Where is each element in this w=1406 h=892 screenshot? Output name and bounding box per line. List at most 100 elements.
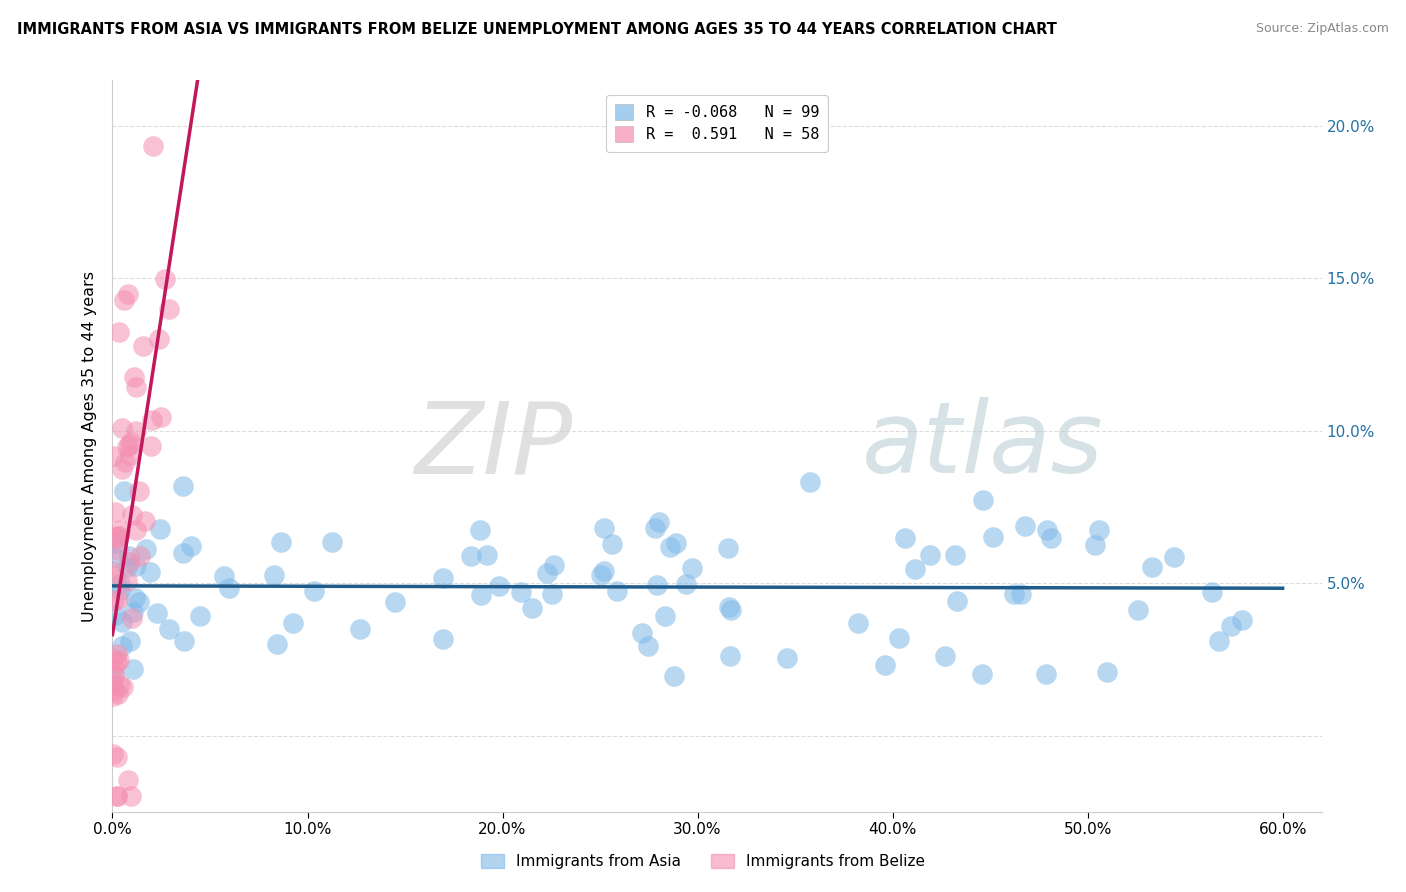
Point (972, 493, 994, 508)
Point (718, 599, 741, 614)
Text: ZIP: ZIP (413, 398, 572, 494)
Point (172, 479, 194, 493)
Point (470, 588, 492, 602)
Point (972, 667, 994, 681)
Point (1201, 585, 1223, 599)
Point (103, 651, 125, 665)
Point (321, 535, 343, 549)
Point (432, 632, 454, 647)
Point (153, 271, 176, 285)
Point (117, 772, 139, 787)
Point (943, 548, 966, 562)
Point (675, 576, 697, 591)
Point (111, 639, 134, 653)
Point (125, 524, 148, 538)
Point (120, 789, 142, 804)
Point (121, 605, 143, 619)
Point (111, 421, 134, 435)
Point (848, 615, 870, 630)
Point (384, 595, 406, 609)
Point (103, 668, 125, 682)
Point (1036, 524, 1059, 538)
Point (1087, 523, 1109, 537)
Point (904, 561, 927, 575)
Point (1095, 665, 1118, 680)
Point (125, 558, 148, 573)
Point (1083, 539, 1105, 553)
Point (637, 639, 659, 653)
Point (266, 637, 288, 651)
Point (128, 483, 150, 498)
Point (648, 515, 671, 529)
Point (104, 608, 127, 623)
Text: IMMIGRANTS FROM ASIA VS IMMIGRANTS FROM BELIZE UNEMPLOYMENT AMONG AGES 35 TO 44 : IMMIGRANTS FROM ASIA VS IMMIGRANTS FROM … (17, 22, 1057, 37)
Point (488, 579, 510, 593)
Point (654, 608, 676, 623)
Point (118, 549, 141, 563)
Point (120, 555, 142, 569)
Point (887, 632, 910, 646)
Point (149, 522, 172, 536)
Point (105, 529, 128, 543)
Point (103, 449, 125, 463)
Point (141, 439, 163, 453)
Point (720, 603, 742, 617)
Point (631, 625, 654, 640)
Point (124, 379, 146, 393)
Point (108, 678, 131, 692)
Point (128, 595, 150, 609)
Point (212, 569, 235, 583)
Point (644, 521, 666, 535)
Point (103, 564, 125, 578)
Point (592, 564, 614, 578)
Point (894, 531, 917, 545)
Point (132, 339, 155, 353)
Point (145, 606, 167, 620)
Text: atlas: atlas (862, 398, 1104, 494)
Point (139, 565, 162, 579)
Point (115, 574, 138, 588)
Legend: Immigrants from Asia, Immigrants from Belize: Immigrants from Asia, Immigrants from Be… (474, 848, 932, 875)
Point (105, 531, 128, 545)
Point (105, 789, 128, 804)
Point (108, 582, 131, 597)
Point (150, 409, 173, 424)
Point (135, 541, 157, 556)
Point (270, 535, 292, 549)
Point (218, 581, 240, 595)
Point (125, 424, 148, 438)
Point (105, 750, 128, 764)
Point (121, 508, 143, 523)
Point (105, 789, 128, 804)
Point (432, 571, 454, 585)
Point (717, 541, 740, 556)
Point (107, 529, 129, 543)
Point (157, 302, 180, 317)
Point (520, 600, 543, 615)
Point (108, 652, 131, 666)
Point (148, 332, 170, 346)
Point (111, 615, 134, 629)
Point (114, 455, 136, 469)
Point (103, 678, 125, 692)
Point (120, 448, 142, 462)
Point (121, 610, 143, 624)
Point (134, 514, 156, 528)
Point (1035, 666, 1057, 681)
Point (105, 655, 128, 669)
Point (776, 650, 799, 665)
Point (112, 484, 135, 499)
Point (103, 682, 125, 697)
Point (103, 661, 125, 675)
Point (108, 523, 131, 537)
Point (122, 370, 145, 384)
Point (111, 681, 134, 695)
Point (541, 587, 564, 601)
Point (799, 475, 821, 489)
Point (875, 657, 897, 672)
Point (103, 594, 125, 608)
Point (120, 435, 142, 450)
Point (981, 530, 1004, 544)
Point (112, 293, 135, 307)
Point (103, 668, 125, 682)
